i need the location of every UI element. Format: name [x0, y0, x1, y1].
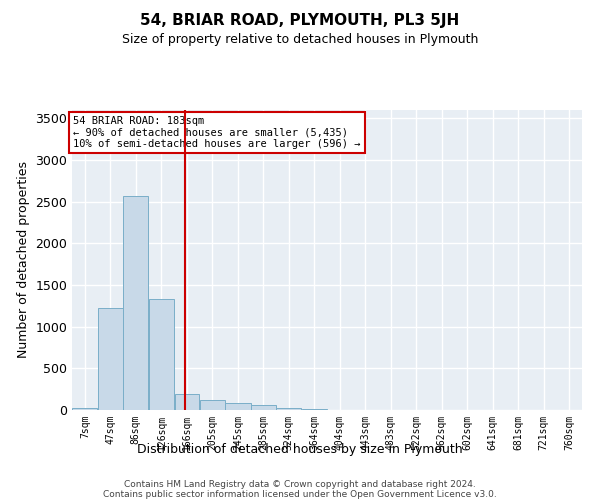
Y-axis label: Number of detached properties: Number of detached properties: [17, 162, 30, 358]
Bar: [98, 308, 122, 410]
Text: 54 BRIAR ROAD: 183sqm
← 90% of detached houses are smaller (5,435)
10% of semi-d: 54 BRIAR ROAD: 183sqm ← 90% of detached …: [73, 116, 361, 149]
Bar: [276, 408, 301, 410]
Text: Contains HM Land Registry data © Crown copyright and database right 2024.
Contai: Contains HM Land Registry data © Crown c…: [103, 480, 497, 500]
Text: Distribution of detached houses by size in Plymouth: Distribution of detached houses by size …: [137, 442, 463, 456]
Bar: [251, 405, 275, 410]
Bar: [149, 299, 174, 410]
Bar: [302, 409, 327, 410]
Bar: [123, 196, 148, 410]
Text: 54, BRIAR ROAD, PLYMOUTH, PL3 5JH: 54, BRIAR ROAD, PLYMOUTH, PL3 5JH: [140, 12, 460, 28]
Text: Size of property relative to detached houses in Plymouth: Size of property relative to detached ho…: [122, 32, 478, 46]
Bar: [200, 400, 225, 410]
Bar: [72, 408, 97, 410]
Bar: [175, 394, 199, 410]
Bar: [226, 403, 251, 410]
